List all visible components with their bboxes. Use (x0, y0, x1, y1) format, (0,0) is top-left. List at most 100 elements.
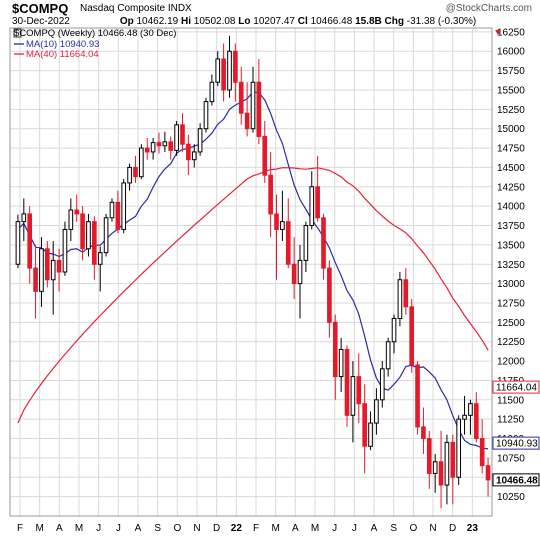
x-axis: F M A M J J A S O N D 22 F M A M J J A S O N D 23 (17, 523, 478, 534)
candle (362, 384, 367, 474)
candle-body (44, 248, 50, 281)
candle (426, 430, 432, 489)
candle-body (274, 213, 279, 230)
candle-body (397, 279, 403, 319)
candle (86, 213, 91, 257)
candle-body (209, 81, 215, 103)
candlestick-series (15, 35, 491, 509)
candle-body (21, 213, 27, 223)
candle (444, 434, 450, 505)
candle (403, 268, 409, 315)
candle-body (262, 135, 268, 176)
x-tick-label: 22 (231, 523, 243, 534)
candle-body (197, 128, 203, 153)
candle-body (309, 186, 315, 227)
legend-price: $COMPQ (Weekly) 10466.48 (30 Dec) (14, 28, 176, 39)
candle-body (92, 221, 97, 265)
candle (438, 430, 444, 509)
candle (391, 314, 397, 354)
candle-body (174, 124, 179, 151)
y-tick-label: 10750 (497, 453, 525, 464)
candle (385, 337, 391, 377)
y-tick-label: 16000 (497, 47, 525, 58)
x-tick-label: J (332, 523, 337, 534)
candle (197, 123, 203, 156)
candle-body (191, 151, 197, 161)
candle-body (15, 221, 21, 265)
x-tick-label: 23 (467, 523, 479, 534)
candle-body (426, 438, 432, 474)
legend-price-swatch (13, 28, 22, 38)
candle (332, 314, 338, 400)
candle (227, 35, 232, 98)
candle (180, 113, 185, 152)
candle (68, 198, 74, 242)
candle (80, 206, 85, 261)
scale-marker-icon (495, 30, 501, 35)
candle (21, 198, 27, 242)
candle (456, 415, 462, 486)
candle-body (233, 50, 238, 83)
volume-value: 15.8B (355, 16, 382, 27)
candle (162, 131, 168, 152)
candle-body (103, 217, 109, 254)
grid-lines (10, 28, 492, 516)
candle (191, 144, 197, 168)
candle (379, 361, 385, 408)
candle (209, 74, 215, 106)
candle-body (156, 142, 162, 147)
open-value: 10462.19 (136, 16, 179, 27)
candle-body (238, 81, 244, 114)
candle-body (39, 248, 44, 292)
y-tick-label: 12500 (497, 318, 525, 329)
ma40-path (17, 167, 489, 424)
candle-body (121, 182, 127, 230)
candle-body (303, 225, 309, 261)
x-tick-label: N (193, 523, 200, 534)
candle (321, 213, 326, 280)
candle-body (256, 81, 262, 137)
candle (421, 407, 426, 455)
candle-body (391, 317, 397, 343)
candle (150, 137, 156, 160)
candle (285, 198, 291, 269)
x-tick-label: A (292, 523, 299, 534)
candle-body (462, 414, 467, 420)
candle-body (68, 209, 74, 230)
x-tick-label: J (352, 523, 357, 534)
candle-body (479, 438, 485, 467)
candle (33, 244, 38, 319)
change-value: -31.38 (-0.30%) (406, 16, 477, 27)
candle-body (215, 58, 221, 83)
candle (280, 190, 285, 242)
open-label: Op (119, 16, 134, 27)
candle (350, 361, 356, 443)
change-label: Chg (384, 16, 404, 27)
candle-body (456, 418, 462, 478)
candle-body (321, 217, 326, 269)
low-label: Lo (238, 16, 251, 27)
candle (462, 395, 467, 435)
candle (291, 237, 297, 300)
y-tick-label: 14250 (497, 182, 525, 193)
candle (262, 120, 268, 183)
candle-body (473, 403, 479, 440)
candle-body (115, 201, 121, 230)
y-tick-label: 15000 (497, 124, 525, 135)
candle-body (362, 403, 367, 447)
candle (203, 97, 209, 133)
candle (74, 194, 80, 222)
x-tick-label: F (253, 523, 259, 534)
candle-body (133, 166, 138, 178)
candle (50, 241, 56, 315)
candle-body (468, 403, 473, 416)
candle-body (74, 209, 80, 215)
candle (485, 457, 491, 497)
candle-body (327, 267, 332, 323)
candle-body (338, 348, 344, 378)
candle-body (344, 348, 350, 416)
y-tick-label: 12250 (497, 337, 525, 348)
legend-ma40: MA(40) 11664.04 (26, 49, 99, 60)
candle (338, 337, 344, 393)
